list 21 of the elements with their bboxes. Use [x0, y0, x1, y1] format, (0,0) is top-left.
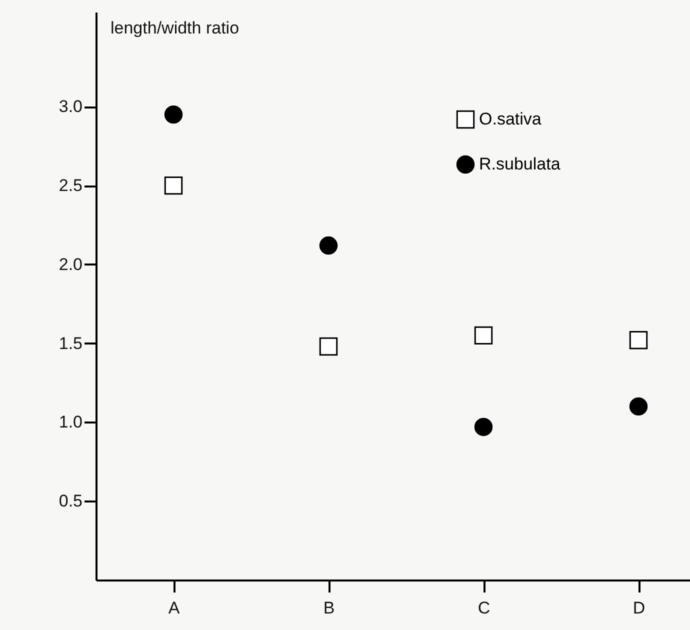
point [164, 105, 183, 124]
y-tick-label: 1.5 [58, 334, 82, 353]
point [319, 236, 338, 255]
y-tick-label: 2.0 [58, 254, 82, 274]
y-tick-label: 2.5 [58, 176, 82, 196]
legend-label: O.sativa [479, 110, 542, 128]
point [319, 337, 338, 356]
legend-label: R.subulata [479, 154, 561, 174]
x-tick-label: A [168, 598, 180, 618]
y-tick-label: 0.5 [58, 492, 82, 511]
y-tick-label: 3.0 [58, 97, 82, 116]
point [474, 418, 493, 436]
x-tick-label: B [323, 598, 335, 618]
y-axis-title: length/width ratio [110, 18, 240, 38]
point [474, 326, 493, 345]
point [629, 331, 648, 350]
x-tick-label: C [478, 598, 490, 618]
point [164, 176, 183, 195]
point [629, 397, 648, 416]
x-tick-label: D [632, 598, 646, 618]
y-tick-label: 1.0 [58, 412, 82, 432]
